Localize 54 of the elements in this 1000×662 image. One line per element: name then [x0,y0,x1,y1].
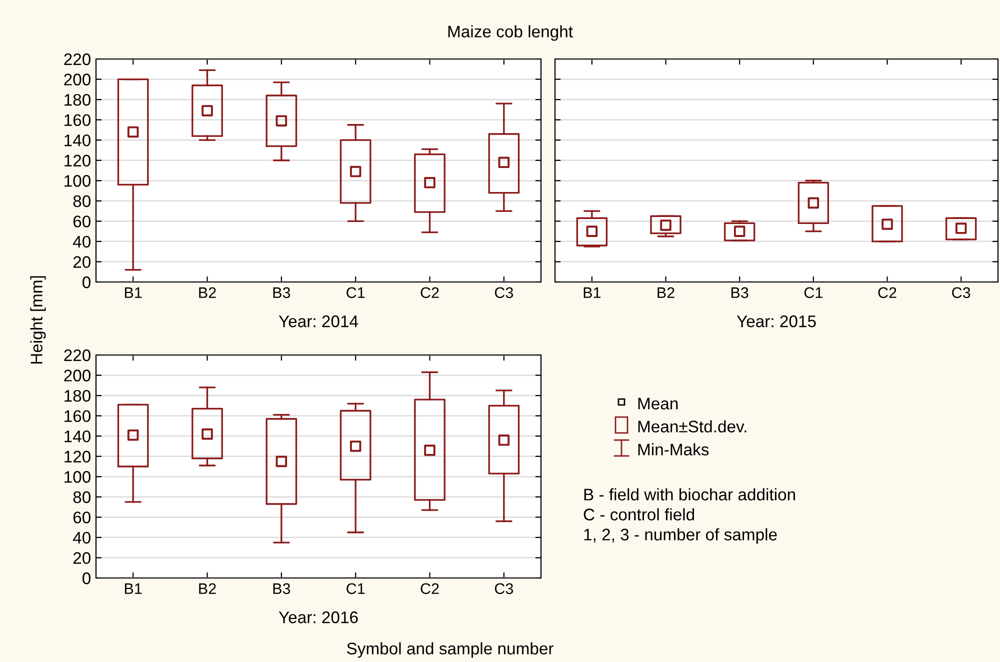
text: 1, 2, 3 - number of sample [584,528,777,544]
x-tick-label: B3 [731,287,748,298]
x-tick-label: C2 [420,287,439,298]
x-tick-label: C1 [804,287,822,298]
x-axis-title: Year: 2016 [278,611,358,624]
y-tick-label: 60 [73,216,90,228]
y-tick-label: 160 [64,114,90,126]
y-tick-label: 20 [73,552,90,564]
y-tick-label: 0 [82,572,90,584]
y-tick-label: 60 [73,512,90,524]
text: Mean±Std.dev. [638,420,746,432]
x-tick-label: B1 [124,287,142,298]
x-tick-label: B2 [658,287,674,298]
x-tick-label: B1 [124,583,142,594]
x-tick-label: B2 [199,583,216,594]
y-tick-label: 140 [64,134,90,146]
x-tick-label: B2 [199,287,216,298]
y-tick-label: 100 [64,175,90,187]
y-tick-label: 20 [73,256,90,268]
y-tick-label: 100 [64,471,90,483]
chart-title: Maize cob lenght [448,25,573,41]
y-tick-label: 140 [64,430,90,442]
x-tick-label: C2 [420,583,439,594]
x-tick-label: C3 [494,287,514,298]
text: Symbol and sample number [347,642,554,658]
x-axis-title: Year: 2014 [278,315,358,328]
text: C - control field [584,508,694,520]
text: Mean [638,398,678,410]
y-tick-label: 180 [64,390,90,402]
y-tick-label: 40 [72,532,90,544]
y-tick-label: 40 [72,236,90,248]
x-tick-label: C3 [494,583,514,594]
y-tick-label: 80 [73,195,90,208]
x-tick-label: C2 [878,287,896,298]
y-tick-label: 220 [64,53,90,66]
x-tick-label: B1 [584,287,601,298]
y-tick-label: 200 [64,370,90,382]
x-tick-label: B3 [273,583,290,594]
text: Min-Maks [638,443,709,456]
x-tick-label: C1 [346,287,365,298]
y-tick-label: 200 [64,74,90,86]
y-tick-label: 160 [64,410,90,422]
y-tick-label: 220 [64,349,90,362]
x-axis-title: Year: 2015 [736,315,816,328]
y-tick-label: 80 [73,491,90,504]
y-axis-title: Height [mm] [30,276,46,364]
y-tick-label: 120 [64,450,90,463]
text: B - field with biochar addition [584,488,795,500]
x-tick-label: C3 [952,287,970,298]
x-tick-label: B3 [273,287,290,298]
y-tick-label: 0 [82,276,90,288]
y-tick-label: 120 [64,154,90,167]
y-tick-label: 180 [64,94,90,106]
x-tick-label: C1 [346,583,365,594]
